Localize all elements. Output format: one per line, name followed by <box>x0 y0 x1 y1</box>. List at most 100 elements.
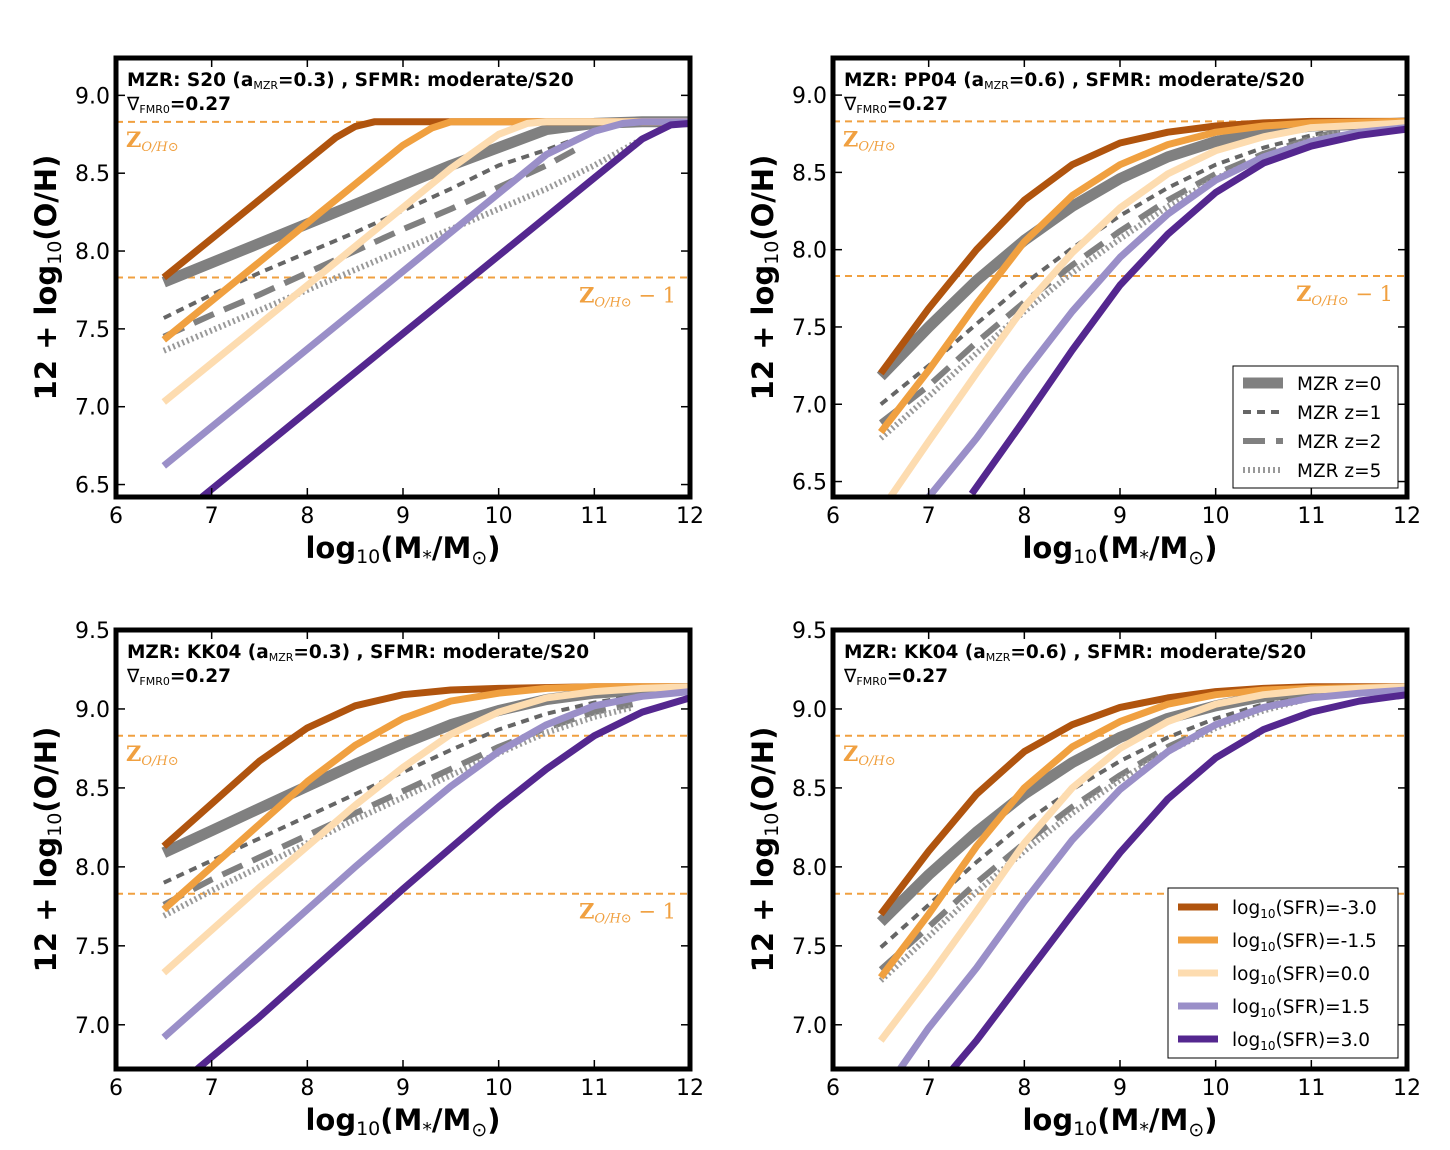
x-tick-label: 11 <box>1297 504 1325 529</box>
sfr-line-2 <box>161 683 690 976</box>
mzr-line-z0 <box>876 682 1407 927</box>
y-tick-label: 7.5 <box>792 935 827 960</box>
y-tick-label: 7.5 <box>75 318 110 343</box>
y-tick-label: 9.0 <box>75 698 110 723</box>
y-tick-label: 8.0 <box>75 240 110 265</box>
sfr-line-1 <box>878 683 1407 980</box>
mzr-line-z5 <box>878 129 1341 441</box>
x-tick-label: 10 <box>1202 504 1230 529</box>
solar-metallicity-label: ZO/H⊙ <box>126 127 179 155</box>
solar-minus-one-label: ZO/H⊙ − 1 <box>579 899 676 927</box>
legend-label: MZR z=2 <box>1297 432 1381 453</box>
x-tick-label: 11 <box>580 504 608 529</box>
mzr-line-z2 <box>162 701 634 908</box>
x-tick-label: 8 <box>300 504 314 529</box>
x-tick-label: 7 <box>922 504 936 529</box>
sfr-line-0 <box>878 683 1407 917</box>
y-tick-label: 8.5 <box>792 161 827 186</box>
y-tick-label: 7.5 <box>792 316 827 341</box>
y-tick-label: 7.5 <box>75 935 110 960</box>
y-tick-label: 9.5 <box>75 619 110 644</box>
solar-minus-one-label: ZO/H⊙ − 1 <box>1296 281 1393 309</box>
legend-label: log10(SFR)=1.5 <box>1232 997 1370 1020</box>
mzr-line-z0 <box>161 116 690 288</box>
y-axis-label: 12 + log10(O/H) <box>746 155 783 401</box>
x-axis-label: log10(M*/M⊙) <box>305 1103 500 1141</box>
y-tick-label: 7.0 <box>75 1014 110 1039</box>
plot-area <box>833 682 1407 1069</box>
sfr-line-3 <box>897 686 1407 1069</box>
mzr-line-z2 <box>878 127 1341 426</box>
sfr-line-4 <box>195 694 690 1069</box>
panel-title: MZR: KK04 (aMZR=0.3) , SFMR: moderate/S2… <box>127 642 589 664</box>
x-tick-label: 6 <box>826 504 840 529</box>
sfr-line-4 <box>949 691 1407 1069</box>
x-tick-label: 9 <box>396 504 410 529</box>
x-tick-label: 12 <box>676 1076 704 1101</box>
sfr-line-1 <box>878 117 1407 435</box>
x-tick-label: 11 <box>580 1076 608 1101</box>
y-tick-label: 7.0 <box>75 396 110 421</box>
sfr-line-0 <box>161 118 690 281</box>
legend-label: log10(SFR)=-3.0 <box>1232 898 1377 921</box>
panel-PP04_0.6: 6 7 8 9 10 11 12 6.5 7.0 7.5 8.0 8.5 9.0 log10(M*/M⊙)… <box>746 55 1421 569</box>
mzr-line-z1 <box>879 127 1341 406</box>
legend-label: MZR z=1 <box>1297 403 1381 424</box>
sfr-line-3 <box>161 688 690 1041</box>
panel-title: MZR: S20 (aMZR=0.3) , SFMR: moderate/S20 <box>127 70 574 92</box>
sfr-line-1 <box>161 118 690 343</box>
plot-area <box>116 116 690 497</box>
plot-area <box>116 682 690 1069</box>
y-tick-label: 9.5 <box>792 619 827 644</box>
x-tick-label: 12 <box>1393 1076 1421 1101</box>
y-tick-label: 9.0 <box>75 84 110 109</box>
solar-metallicity-label: ZO/H⊙ <box>843 126 896 154</box>
sfr-line-3 <box>925 124 1407 497</box>
x-tick-label: 7 <box>205 1076 219 1101</box>
y-axis-label: 12 + log10(O/H) <box>29 727 66 973</box>
y-tick-label: 6.5 <box>792 471 827 496</box>
x-tick-label: 7 <box>205 504 219 529</box>
sfr-line-0 <box>877 117 1407 376</box>
mzr-line-z1 <box>162 695 624 885</box>
x-tick-label: 11 <box>1297 1076 1325 1101</box>
y-tick-label: 9.0 <box>792 84 827 109</box>
sfr-line-4 <box>968 125 1407 496</box>
sfr-line-2 <box>161 118 690 405</box>
sfr-line-2 <box>878 683 1407 1043</box>
mzr-line-z2 <box>162 147 577 340</box>
x-tick-label: 7 <box>922 1076 936 1101</box>
x-tick-label: 8 <box>300 1076 314 1101</box>
y-tick-label: 8.5 <box>75 777 110 802</box>
panel-subtitle: ∇FMR0=0.27 <box>126 94 231 116</box>
x-tick-label: 12 <box>676 504 704 529</box>
mzr-line-z0 <box>876 117 1407 381</box>
x-axis-label: log10(M*/M⊙) <box>1022 531 1217 569</box>
x-tick-label: 6 <box>826 1076 840 1101</box>
y-tick-label: 8.0 <box>792 856 827 881</box>
solar-metallicity-label: ZO/H⊙ <box>126 741 179 769</box>
sfr-line-4 <box>199 119 690 497</box>
solar-metallicity-label: ZO/H⊙ <box>843 741 896 769</box>
y-tick-label: 8.5 <box>75 162 110 187</box>
x-tick-label: 8 <box>1017 1076 1031 1101</box>
y-tick-label: 9.0 <box>792 698 827 723</box>
panel-KK04_0.6: 6 7 8 9 10 11 12 7.0 7.5 8.0 8.5 9.0 9.5 log10(M*/M⊙)… <box>746 619 1421 1141</box>
x-axis-label: log10(M*/M⊙) <box>305 531 500 569</box>
y-axis-label: 12 + log10(O/H) <box>29 155 66 401</box>
x-tick-label: 10 <box>485 1076 513 1101</box>
y-tick-label: 8.5 <box>792 777 827 802</box>
panel-subtitle: ∇FMR0=0.27 <box>843 94 948 116</box>
mzr-line-z5 <box>162 136 644 354</box>
panel-title: MZR: KK04 (aMZR=0.6) , SFMR: moderate/S2… <box>844 642 1306 664</box>
panel-subtitle: ∇FMR0=0.27 <box>843 666 948 688</box>
y-axis-label: 12 + log10(O/H) <box>746 727 783 973</box>
y-tick-label: 7.0 <box>792 1014 827 1039</box>
panel-S20_0.3: 6 7 8 9 10 11 12 6.5 7.0 7.5 8.0 8.5 9.0 log10(M*/M⊙)… <box>29 55 704 569</box>
x-tick-label: 9 <box>1113 504 1127 529</box>
plot-area <box>833 117 1407 497</box>
legend-label: log10(SFR)=3.0 <box>1232 1030 1370 1053</box>
x-tick-label: 12 <box>1393 504 1421 529</box>
x-tick-label: 8 <box>1017 504 1031 529</box>
